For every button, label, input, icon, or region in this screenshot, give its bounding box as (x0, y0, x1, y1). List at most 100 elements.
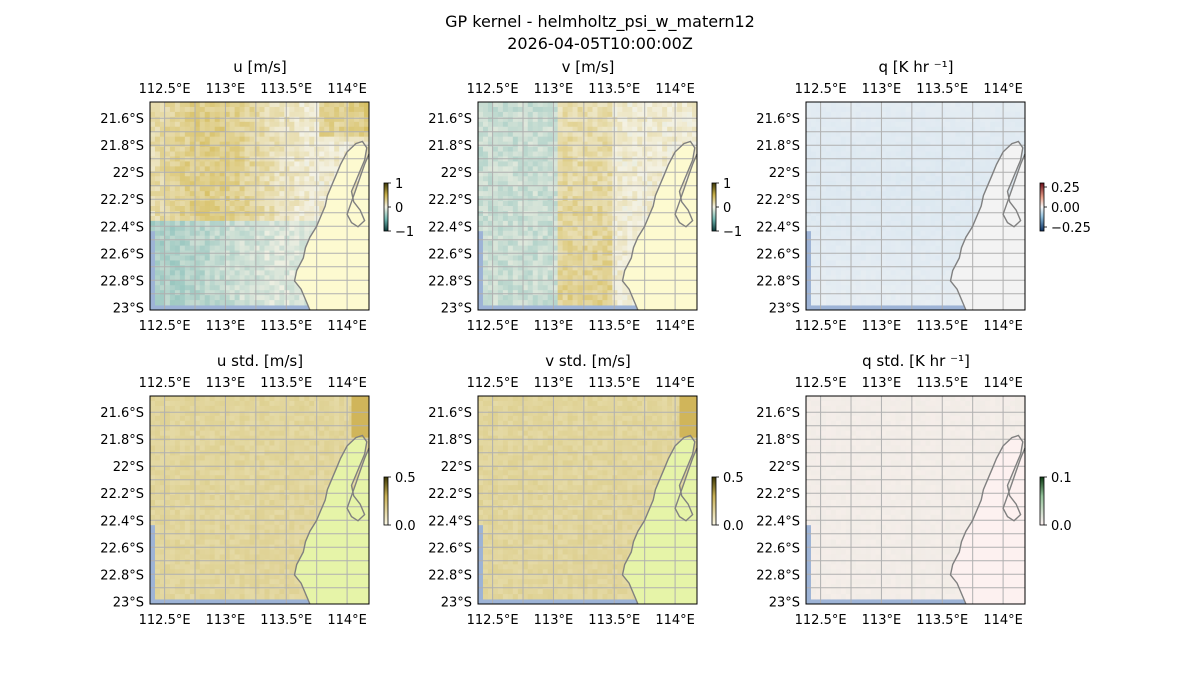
heatmap-cell (224, 116, 231, 123)
heatmap-cell (482, 206, 489, 212)
heatmap-cell (945, 106, 951, 113)
heatmap-cell (612, 230, 618, 237)
heatmap-cell (269, 300, 275, 306)
heatmap-cell (164, 136, 171, 143)
heatmap-cell (677, 111, 683, 118)
heatmap-cell (234, 176, 240, 182)
heatmap-cell (289, 206, 295, 212)
heatmap-cell (950, 210, 956, 217)
heatmap-cell (592, 201, 598, 207)
heatmap-cell (617, 280, 623, 286)
heatmap-cell (507, 220, 514, 227)
heatmap-cell (478, 171, 484, 177)
heatmap-cell (935, 166, 941, 172)
heatmap-cell (269, 240, 275, 247)
heatmap-cell (164, 295, 171, 301)
heatmap-cell (935, 191, 941, 197)
heatmap-cell (234, 181, 240, 187)
heatmap-cell (154, 136, 161, 143)
heatmap-cell (900, 151, 906, 157)
heatmap-cell (835, 161, 842, 167)
heatmap-cell (229, 215, 236, 222)
heatmap-cell (865, 220, 872, 227)
heatmap-cell (274, 131, 280, 138)
heatmap-cell (577, 201, 583, 207)
heatmap-cell (572, 146, 578, 152)
heatmap-cell (577, 131, 583, 138)
heatmap-cell (975, 111, 981, 118)
heatmap-cell (885, 191, 892, 197)
heatmap-cell (269, 230, 275, 237)
heatmap-cell (890, 116, 896, 123)
heatmap-cell (517, 275, 524, 281)
heatmap-cell (582, 295, 588, 301)
heatmap-cell (875, 230, 882, 237)
heatmap-cell (880, 121, 887, 128)
heatmap-cell (587, 215, 593, 222)
heatmap-cell (940, 235, 946, 242)
heatmap-cell (547, 295, 554, 301)
heatmap-cell (294, 290, 300, 296)
heatmap-cell (865, 126, 872, 133)
heatmap-cell (184, 225, 191, 232)
heatmap-cell (627, 245, 633, 251)
heatmap-cell (154, 230, 161, 237)
heatmap-cell (219, 300, 226, 306)
heatmap-cell (204, 210, 211, 217)
heatmap-cell (682, 126, 688, 133)
heatmap-cell (830, 116, 837, 123)
heatmap-cell (980, 166, 986, 172)
heatmap-cell (502, 191, 509, 197)
heatmap-cell (364, 106, 370, 113)
heatmap-cell (870, 220, 877, 227)
heatmap-cell (557, 171, 564, 177)
heatmap-cell (890, 111, 896, 118)
heatmap-cell (324, 141, 330, 147)
heatmap-cell (935, 141, 941, 147)
heatmap-cell (254, 111, 260, 118)
heatmap-cell (825, 141, 832, 147)
heatmap-cell (597, 206, 603, 212)
heatmap-cell (895, 201, 901, 207)
heatmap-cell (547, 275, 554, 281)
heatmap-cell (169, 245, 176, 251)
heatmap-cell (687, 106, 693, 113)
heatmap-cell (652, 136, 658, 143)
heatmap-cell (150, 161, 156, 167)
heatmap-cell (169, 206, 176, 212)
heatmap-cell (612, 265, 618, 271)
heatmap-cell (845, 106, 852, 113)
heatmap-cell (164, 280, 171, 286)
heatmap-cell (810, 176, 817, 182)
heatmap-cell (224, 181, 231, 187)
heatmap-cell (627, 126, 633, 133)
heatmap-cell (617, 265, 623, 271)
heatmap-cell (324, 126, 330, 133)
heatmap-cell (214, 285, 221, 291)
heatmap-cell (562, 111, 568, 118)
heatmap-cell (150, 131, 156, 138)
heatmap-cell (577, 270, 583, 276)
heatmap-cell (955, 126, 961, 133)
heatmap-cell (632, 181, 638, 187)
heatmap-cell (557, 206, 564, 212)
heatmap-cell (492, 300, 499, 306)
heatmap-cell (179, 285, 186, 291)
heatmap-cell (229, 111, 236, 118)
heatmap-cell (855, 136, 862, 143)
heatmap-cell (184, 295, 191, 301)
heatmap-cell (522, 131, 529, 138)
heatmap-cell (179, 240, 186, 247)
heatmap-cell (209, 106, 216, 113)
heatmap-cell (865, 121, 872, 128)
heatmap-cell (950, 126, 956, 133)
heatmap-cell (154, 300, 161, 306)
heatmap-cell (532, 171, 539, 177)
heatmap-cell (935, 106, 941, 113)
heatmap-cell (612, 215, 618, 222)
heatmap-cell (254, 235, 260, 242)
heatmap-cell (885, 166, 892, 172)
heatmap-cell (587, 141, 593, 147)
heatmap-cell (925, 116, 931, 123)
heatmap-cell (542, 151, 549, 157)
